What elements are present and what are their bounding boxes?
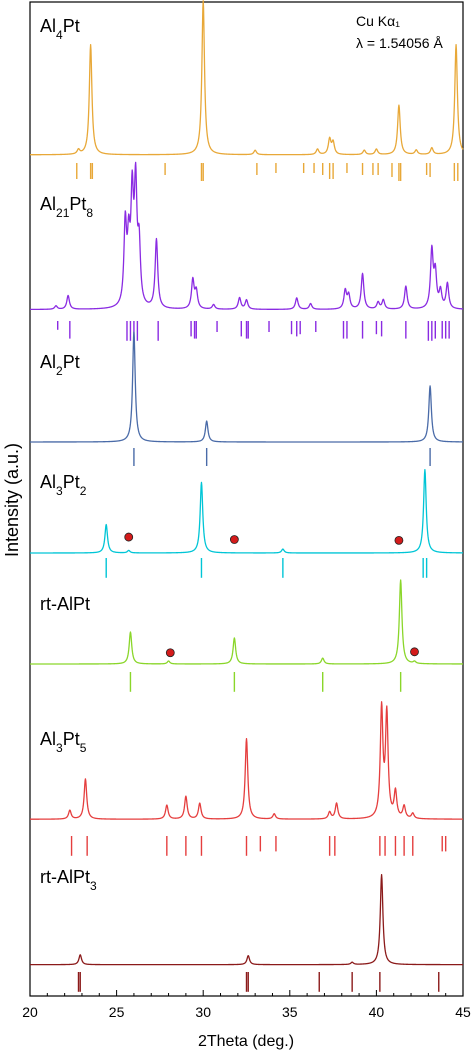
impurity-marker bbox=[394, 535, 404, 545]
x-axis-label: 2Theta (deg.) bbox=[198, 1033, 294, 1050]
series-layer: Al4Pt Al21Pt8 Al2Pt Al3Pt2 rt-AlPt Al3Pt5 rt-A… bbox=[29, 0, 464, 992]
impurity-marker bbox=[410, 647, 419, 657]
phase-label: Al2Pt bbox=[40, 352, 80, 378]
series-Al3Pt5: Al3Pt5 bbox=[29, 701, 464, 856]
phase-label: rt-AlPt3 bbox=[40, 867, 97, 893]
series-Al3Pt2: Al3Pt2 bbox=[29, 469, 464, 578]
series-Al21Pt8: Al21Pt8 bbox=[29, 161, 464, 341]
impurity-marker bbox=[165, 648, 175, 658]
phase-label: Al21Pt8 bbox=[40, 194, 93, 220]
x-axis: 20 25 30 35 40 45 bbox=[22, 990, 471, 1020]
phase-label: Al4Pt bbox=[40, 16, 80, 42]
pattern-line bbox=[29, 579, 464, 665]
impurity-marker bbox=[124, 532, 134, 542]
x-tick-label: 45 bbox=[455, 1004, 471, 1020]
y-axis-label: Intensity (a.u.) bbox=[2, 443, 22, 557]
series-rt-AlPt3: rt-AlPt3 bbox=[29, 867, 464, 992]
plot-frame bbox=[29, 1, 464, 997]
series-Al2Pt: Al2Pt bbox=[29, 331, 464, 466]
series-Al4Pt: Al4Pt bbox=[29, 0, 464, 181]
x-tick-label: 30 bbox=[195, 1004, 211, 1020]
series-rt-AlPt: rt-AlPt bbox=[29, 579, 464, 692]
pattern-line bbox=[29, 0, 464, 156]
x-tick-label: 40 bbox=[369, 1004, 385, 1020]
pattern-line bbox=[29, 469, 464, 554]
x-tick-label: 35 bbox=[282, 1004, 298, 1020]
impurity-marker bbox=[229, 535, 239, 544]
phase-label: rt-AlPt bbox=[40, 594, 90, 614]
pattern-line bbox=[29, 701, 464, 820]
pattern-line bbox=[29, 873, 464, 966]
x-tick-label: 25 bbox=[109, 1004, 125, 1020]
phase-label: Al3Pt2 bbox=[40, 472, 87, 498]
wavelength-label: λ = 1.54056 Å bbox=[356, 35, 443, 51]
phase-label: Al3Pt5 bbox=[40, 729, 87, 755]
pattern-line bbox=[29, 161, 464, 311]
radiation-label: Cu Kα₁ bbox=[356, 13, 400, 29]
x-tick-label: 20 bbox=[22, 1004, 38, 1020]
pattern-line bbox=[29, 331, 464, 443]
